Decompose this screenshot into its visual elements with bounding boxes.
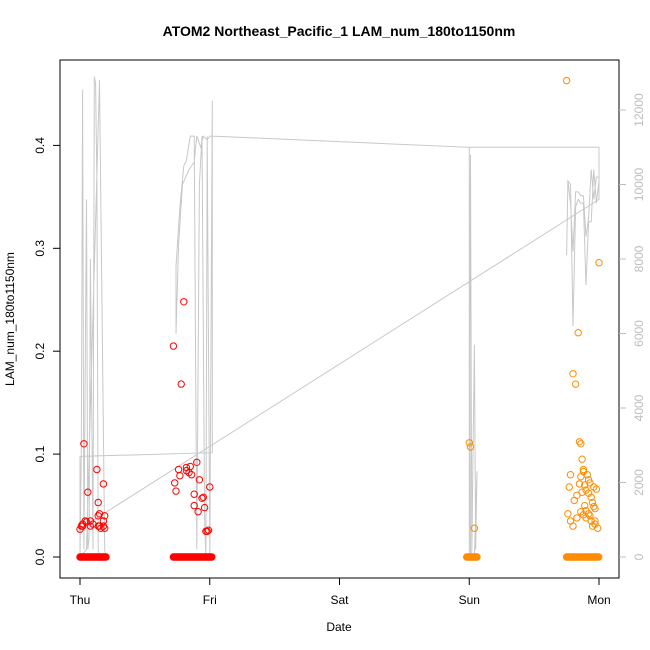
- data-point: [206, 483, 214, 491]
- data-point: [169, 342, 178, 350]
- data-point: [97, 524, 105, 532]
- data-point: [584, 476, 593, 484]
- data-point: [584, 510, 593, 518]
- zero-point: [595, 553, 603, 561]
- data-point: [465, 439, 473, 447]
- x-tick-label: Sun: [459, 593, 480, 607]
- chart-title: ATOM2 Northeast_Pacific_1 LAM_num_180to1…: [163, 23, 516, 39]
- data-point: [176, 472, 184, 480]
- data-point: [578, 455, 586, 463]
- data-point: [204, 526, 213, 534]
- data-point: [575, 480, 584, 488]
- y2-tick-label: 12000: [632, 93, 646, 127]
- data-point: [94, 512, 102, 520]
- zero-point: [473, 553, 481, 561]
- data-point: [80, 440, 88, 448]
- zero-point: [208, 553, 216, 561]
- data-point: [569, 370, 577, 378]
- data-point: [564, 510, 572, 518]
- data-point: [187, 471, 196, 479]
- data-point: [86, 517, 95, 525]
- data-point: [200, 503, 209, 512]
- data-point: [94, 498, 102, 507]
- data-point: [562, 76, 571, 85]
- x-axis: Thu Fri Sat Sun Mon: [70, 578, 611, 607]
- data-point: [579, 467, 588, 476]
- y-axis: 0.0 0.1 0.2 0.3 0.4: [33, 137, 60, 565]
- x-axis-label: Date: [326, 620, 352, 634]
- data-point: [470, 524, 479, 532]
- y2-tick-label: 2000: [632, 469, 646, 496]
- data-point: [579, 465, 588, 474]
- data-point: [591, 517, 599, 525]
- data-point: [595, 259, 603, 267]
- data-point: [182, 466, 191, 475]
- y-tick-label: 0.2: [33, 343, 47, 360]
- data-point: [588, 498, 597, 507]
- data-point: [95, 510, 104, 518]
- y2-tick-label: 4000: [632, 394, 646, 421]
- data-point: [171, 479, 179, 487]
- data-point: [172, 487, 180, 495]
- data-point: [592, 485, 601, 493]
- data-point: [581, 501, 589, 510]
- x-tick-label: Fri: [203, 593, 217, 607]
- y-tick-label: 0.1: [33, 445, 47, 462]
- data-point: [591, 504, 599, 513]
- data-point: [587, 493, 595, 501]
- data-point: [575, 438, 584, 446]
- plot-box: [59, 59, 620, 579]
- y-axis-label: LAM_num_180to1150nm: [3, 252, 17, 386]
- y-tick-label: 0.0: [33, 548, 47, 565]
- x-tick-label: Sat: [330, 593, 349, 607]
- data-point: [466, 443, 475, 451]
- data-point: [565, 483, 573, 491]
- x-tick-label: Mon: [587, 593, 610, 607]
- data-point: [99, 517, 108, 525]
- y2-tick-label: 10000: [632, 167, 646, 201]
- data-point: [195, 476, 204, 484]
- y2-tick-label: 6000: [632, 320, 646, 347]
- y2-axis: 0 2000 4000 6000 8000 10000 12000: [619, 93, 646, 560]
- series-layer: [76, 76, 603, 561]
- data-point: [190, 490, 198, 498]
- data-point: [194, 508, 202, 516]
- data-point: [574, 329, 582, 337]
- data-point: [578, 488, 586, 496]
- data-point: [84, 488, 92, 496]
- data-point: [193, 458, 201, 466]
- data-point: [569, 522, 577, 530]
- data-point: [199, 493, 208, 501]
- data-point: [180, 298, 188, 306]
- data-point: [82, 518, 91, 526]
- y-tick-label: 0.3: [33, 240, 47, 257]
- data-point: [577, 440, 585, 448]
- data-point: [203, 527, 211, 535]
- y-tick-label: 0.4: [33, 137, 47, 154]
- data-point: [99, 480, 108, 488]
- data-point: [582, 514, 590, 522]
- data-point: [95, 522, 104, 530]
- data-point: [190, 501, 198, 510]
- data-point: [571, 380, 580, 388]
- data-point: [93, 465, 101, 474]
- data-point: [566, 471, 575, 479]
- x-tick-label: Thu: [70, 593, 91, 607]
- data-point: [174, 465, 183, 474]
- data-point: [186, 462, 195, 471]
- data-point: [78, 520, 87, 528]
- data-point: [590, 502, 598, 511]
- secondary-series-line: [79, 76, 600, 559]
- data-point: [198, 494, 206, 502]
- y2-tick-label: 8000: [632, 245, 646, 272]
- y2-tick-label: 0: [632, 553, 646, 560]
- data-point: [573, 514, 581, 522]
- zero-point: [102, 553, 110, 561]
- data-point: [177, 380, 185, 388]
